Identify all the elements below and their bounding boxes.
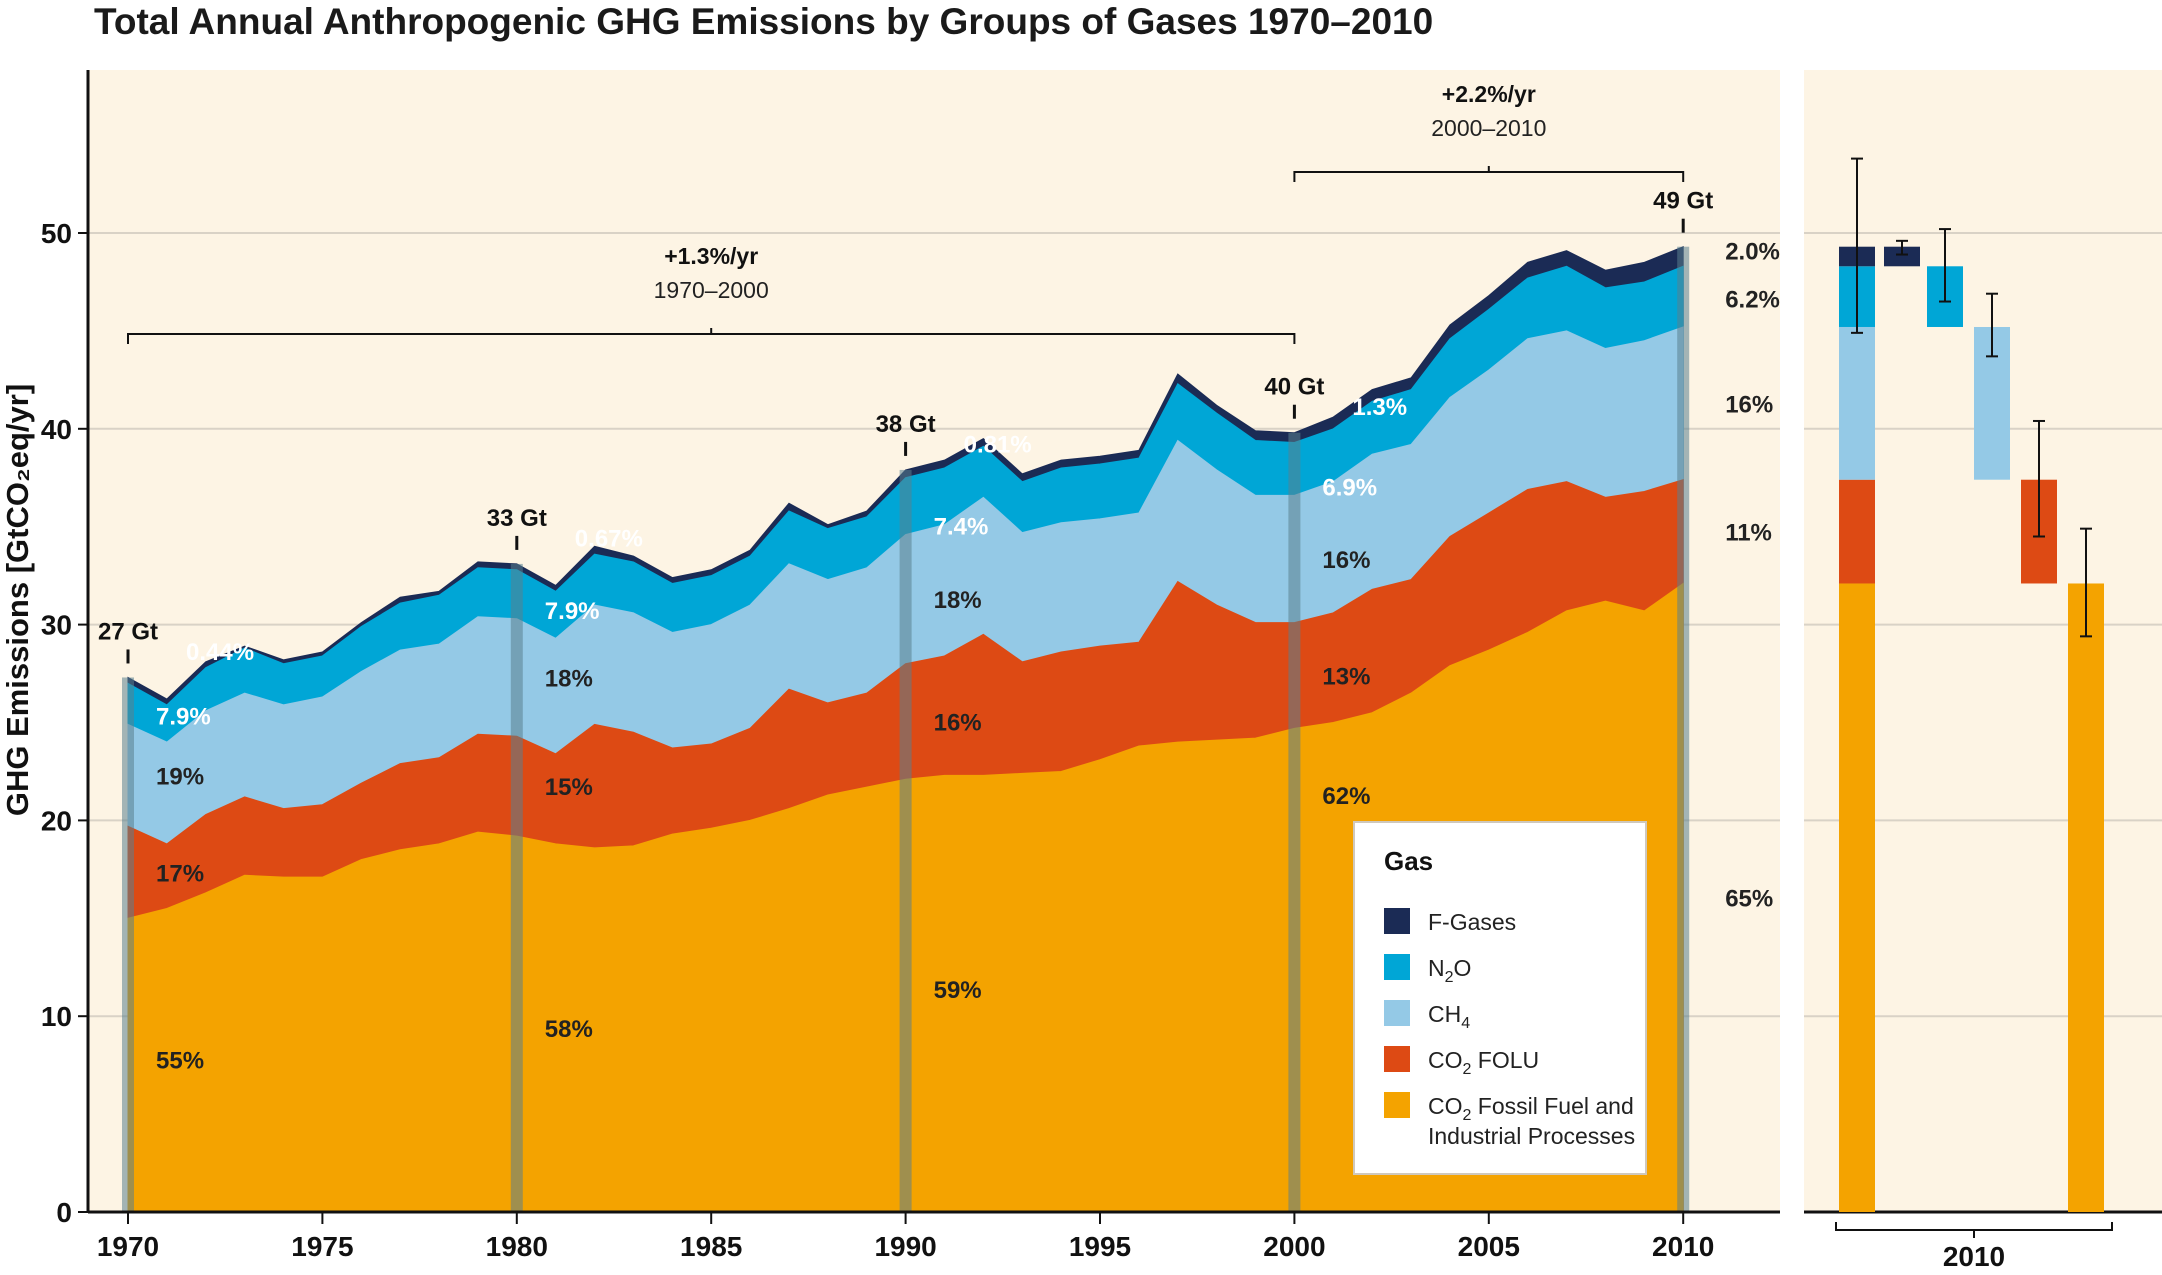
y-tick-label: 50 [41,218,72,249]
x-tick-label: 2010 [1652,1231,1714,1262]
legend-label-suffix: O [1454,955,1472,981]
panel-total-segment [1839,583,1875,1212]
marker-column [1288,432,1301,1212]
legend-label-subscript: 2 [1445,969,1454,986]
panel-total-segment [1839,326,1875,480]
share-label: 7.9% [545,598,600,625]
x-tick-label: 1995 [1069,1231,1131,1262]
panel-total-segment [1839,479,1875,584]
share-label: 6.9% [1322,474,1377,501]
legend-label-subscript: 2 [1463,1061,1472,1078]
share-label: 62% [1322,783,1370,810]
total-label: 49 Gt [1653,188,1713,215]
growth-rate: +1.3%/yr [664,243,758,269]
growth-period: 2000–2010 [1431,115,1546,141]
panel-x-label: 2010 [1943,1241,2005,1272]
marker-column [899,469,912,1213]
legend-swatch [1384,1000,1410,1026]
share-label: 0.67% [575,525,643,552]
legend-label: N2O [1428,955,1471,986]
legend-swatch [1384,908,1410,934]
chart-title: Total Annual Anthropogenic GHG Emissions… [94,1,1433,42]
share-label: 13% [1322,664,1370,691]
y-tick-label: 10 [41,1001,72,1032]
y-tick-label: 30 [41,610,72,641]
x-tick-label: 1990 [874,1231,936,1262]
panel-gas-bar [2068,583,2104,1212]
x-tick-label: 2005 [1458,1231,1520,1262]
legend-label: CO2 Fossil Fuel and [1428,1093,1634,1124]
x-tick-label: 1985 [680,1231,742,1262]
share-label: 16% [1725,391,1773,418]
legend-label-main: CH [1428,1001,1461,1027]
y-tick-label: 40 [41,414,72,445]
legend-label-main: CO [1428,1093,1463,1119]
share-label: 59% [934,977,982,1004]
growth-period: 1970–2000 [654,277,769,303]
share-label: 15% [545,774,593,801]
marker-column [122,677,134,1212]
share-label: 19% [156,763,204,790]
legend-label-subscript: 4 [1461,1015,1470,1032]
share-label: 65% [1725,886,1773,913]
share-label: 16% [934,710,982,737]
x-tick-label: 1980 [486,1231,548,1262]
x-tick-label: 1975 [291,1231,353,1262]
legend-label-main: N [1428,955,1445,981]
total-label: 33 Gt [487,505,547,532]
share-label: 1.3% [1352,394,1407,421]
share-label: 2.0% [1725,239,1780,266]
legend-title: Gas [1384,846,1433,876]
marker-column [1677,246,1690,1212]
y-axis-label: GHG Emissions [GtCO₂eq/yr] [0,384,35,816]
legend-label-main: F-Gases [1428,909,1516,935]
total-label: 38 Gt [876,411,936,438]
share-label: 55% [156,1047,204,1074]
legend-label-line2: Industrial Processes [1428,1123,1635,1149]
share-label: 58% [545,1016,593,1043]
share-label: 6.2% [1725,287,1780,314]
panel-gas-bar [1884,246,1920,267]
x-tick-label: 2000 [1263,1231,1325,1262]
share-label: 0.44% [186,639,254,666]
legend-swatch [1384,1046,1410,1072]
total-label: 40 Gt [1264,374,1324,401]
share-label: 7.9% [156,704,211,731]
total-label: 27 Gt [98,618,158,645]
panel-bracket [1835,1222,2113,1231]
legend-label-suffix: FOLU [1471,1047,1539,1073]
legend-label: F-Gases [1428,909,1516,935]
share-label: 18% [545,665,593,692]
x-tick-label: 1970 [97,1231,159,1262]
legend-label-main: CO [1428,1047,1463,1073]
growth-rate: +2.2%/yr [1442,81,1536,107]
share-label: 16% [1322,547,1370,574]
share-label: 0.81% [964,431,1032,458]
marker-column [510,563,523,1212]
share-label: 17% [156,860,204,887]
legend-label-subscript: 2 [1463,1107,1472,1124]
y-tick-label: 20 [41,805,72,836]
share-label: 7.4% [934,514,989,541]
share-label: 18% [934,587,982,614]
legend-label-suffix: Fossil Fuel and [1471,1093,1633,1119]
legend-label: CH4 [1428,1001,1470,1032]
share-label: 11% [1725,520,1772,547]
legend-swatch [1384,1092,1410,1118]
y-tick-label: 0 [56,1197,72,1228]
legend-label: CO2 FOLU [1428,1047,1539,1078]
legend-swatch [1384,954,1410,980]
